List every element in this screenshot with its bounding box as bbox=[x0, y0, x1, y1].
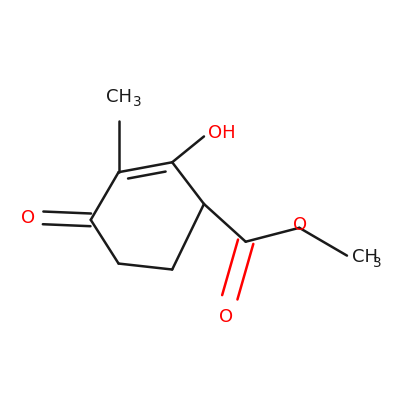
Text: 3: 3 bbox=[132, 95, 141, 109]
Text: CH: CH bbox=[352, 248, 378, 266]
Text: 3: 3 bbox=[373, 256, 382, 270]
Text: O: O bbox=[21, 209, 36, 227]
Text: OH: OH bbox=[208, 124, 236, 142]
Text: O: O bbox=[219, 308, 233, 326]
Text: CH: CH bbox=[106, 88, 132, 106]
Text: O: O bbox=[294, 216, 308, 234]
